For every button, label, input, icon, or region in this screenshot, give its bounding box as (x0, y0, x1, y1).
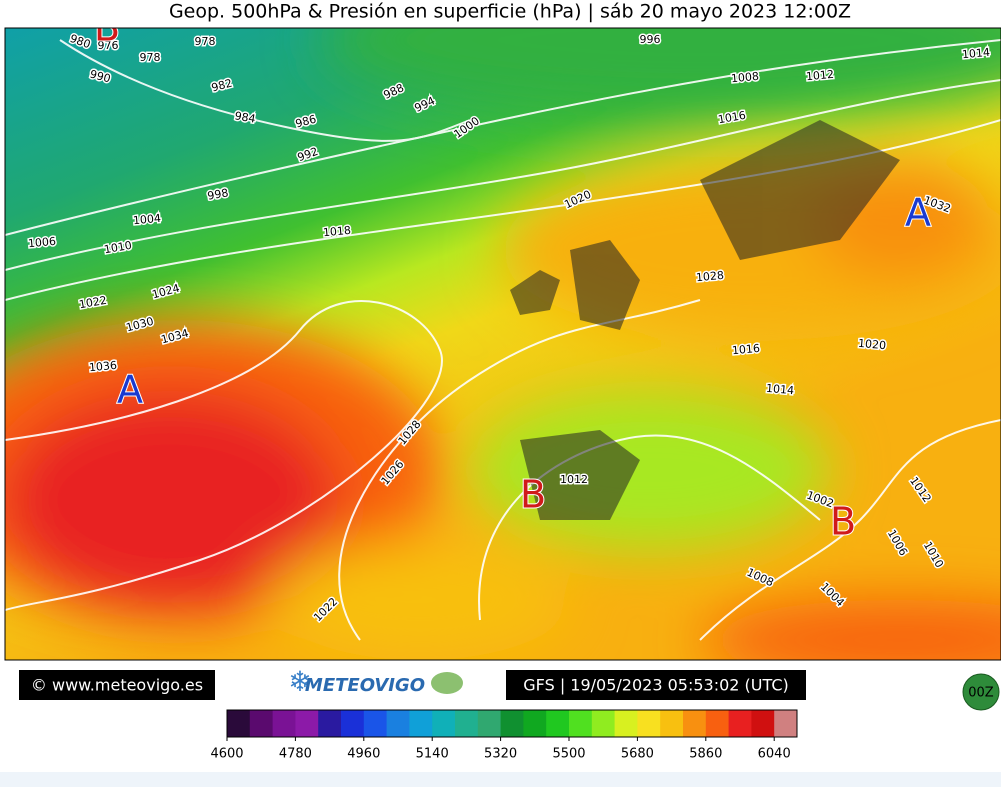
logo-leaf (431, 672, 463, 694)
colorbar-segment (432, 710, 456, 737)
colorbar-segment (705, 710, 730, 737)
colorbar-segment (614, 710, 638, 737)
colorbar-segment (591, 710, 616, 737)
isobar-label: 1020 (858, 337, 887, 352)
colorbar-segment (637, 710, 661, 737)
isobar-label: 1036 (88, 359, 117, 374)
colorbar-tick-label: 5860 (689, 747, 722, 762)
colorbar-segment (500, 710, 524, 737)
isobar-label: 1004 (132, 212, 161, 227)
colorbar-segment (728, 710, 752, 737)
colorbar-segment (295, 710, 319, 737)
colorbar-segment (455, 710, 479, 737)
colorbar-segment (569, 710, 593, 737)
colorbar-segment (546, 710, 570, 737)
colorbar-segment (774, 710, 798, 737)
isobar-label: 1012 (805, 68, 834, 83)
pressure-center: B (94, 6, 120, 50)
colorbar-segment (409, 710, 433, 737)
colorbar-segment (341, 710, 365, 737)
isobar-label: 996 (640, 33, 661, 46)
colorbar-tick-label: 4780 (279, 747, 312, 762)
isobar-label: 1006 (27, 235, 56, 250)
colorbar-tick-label: 6040 (758, 747, 791, 762)
logo-icon: ❄ (288, 665, 311, 698)
isobar-label: 1016 (731, 342, 760, 357)
colorbar-segment (272, 710, 296, 737)
isobar-label: 1018 (322, 224, 351, 239)
pressure-center: B (520, 473, 546, 517)
colorbar-tick-label: 5500 (552, 747, 585, 762)
pressure-center: A (117, 368, 143, 412)
pressure-center: B (830, 500, 856, 544)
colorbar-segment (318, 710, 342, 737)
isobar-label: 1028 (695, 269, 724, 284)
isobar-label: 1008 (730, 70, 759, 85)
pressure-center: A (905, 191, 931, 235)
colorbar-tick-label: 5320 (484, 747, 517, 762)
isobar-label: 998 (206, 186, 229, 202)
colorbar-tick-label: 5680 (621, 747, 654, 762)
colorbar-segment (249, 710, 274, 737)
run-button[interactable] (962, 673, 1000, 711)
logo: METEOVIGO (305, 675, 425, 696)
colorbar-segment (227, 710, 251, 737)
copyright: © www.meteovigo.es (31, 676, 203, 695)
run-button-label[interactable]: 00Z (968, 686, 994, 701)
colorbar-segment (363, 710, 388, 737)
colorbar-segment (660, 710, 684, 737)
colorbar-tick-label: 4600 (210, 747, 243, 762)
colorbar-segment (477, 710, 502, 737)
isobar-label: 976 (98, 39, 119, 52)
colorbar-frame (226, 709, 798, 738)
run-info: GFS | 19/05/2023 05:53:02 (UTC) (523, 676, 789, 695)
isobar-label: 978 (195, 35, 216, 48)
colorbar-segment (523, 710, 547, 737)
colorbar-tick-label: 5140 (416, 747, 449, 762)
isobar-label: 1014 (961, 46, 990, 61)
colorbar-segment (386, 710, 410, 737)
colorbar-segment (683, 710, 707, 737)
title: Geop. 500hPa & Presión en superficie (hP… (169, 1, 851, 23)
isobar-label: 1012 (560, 473, 588, 486)
isobar-label: 1014 (766, 382, 795, 397)
colorbar-tick-label: 4960 (347, 747, 380, 762)
isobar-label: 978 (140, 51, 161, 64)
isobar-label: 984 (234, 109, 257, 125)
colorbar-segment (751, 710, 775, 737)
